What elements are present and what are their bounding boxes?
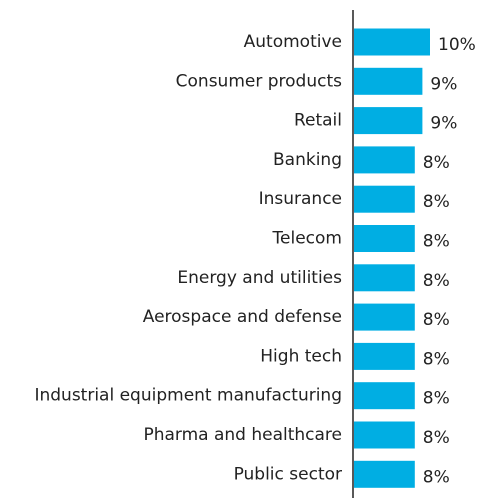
category-label: High tech (260, 346, 342, 366)
bar (354, 421, 415, 449)
bar (354, 67, 423, 95)
value-label: 9% (430, 74, 457, 94)
category-label: Automotive (244, 32, 342, 52)
value-label: 8% (423, 428, 450, 448)
value-label: 8% (423, 232, 450, 252)
value-labels-group: 10% 9% 9% 8% 8% 8% 8% 8% 8% 8% 8% 8% (423, 35, 476, 487)
value-label: 10% (438, 35, 476, 55)
category-label: Industrial equipment manufacturing (34, 386, 342, 406)
value-label: 8% (423, 389, 450, 409)
bar (354, 460, 415, 488)
value-label: 8% (423, 192, 450, 212)
value-label: 8% (423, 349, 450, 369)
value-label: 8% (423, 310, 450, 330)
bar (354, 146, 415, 174)
bar (354, 107, 423, 135)
value-label: 8% (423, 153, 450, 173)
bar (354, 264, 415, 292)
value-label: 8% (423, 467, 450, 487)
bar (354, 28, 430, 56)
category-label: Aerospace and defense (143, 307, 342, 327)
category-label: Telecom (272, 229, 342, 249)
category-labels-group: Automotive Consumer products Retail Banking… (34, 32, 342, 484)
category-label: Retail (294, 111, 342, 131)
bar (354, 303, 415, 331)
category-label: Consumer products (176, 71, 342, 91)
bar (354, 382, 415, 410)
value-label: 9% (430, 114, 457, 134)
bar (354, 342, 415, 370)
value-label: 8% (423, 271, 450, 291)
category-label: Insurance (259, 189, 342, 209)
category-label: Banking (273, 150, 342, 170)
bar (354, 185, 415, 213)
category-label: Public sector (234, 464, 342, 484)
bar (354, 225, 415, 252)
category-label: Energy and utilities (177, 268, 342, 288)
category-label: Pharma and healthcare (143, 425, 342, 445)
bars-group (354, 28, 430, 488)
